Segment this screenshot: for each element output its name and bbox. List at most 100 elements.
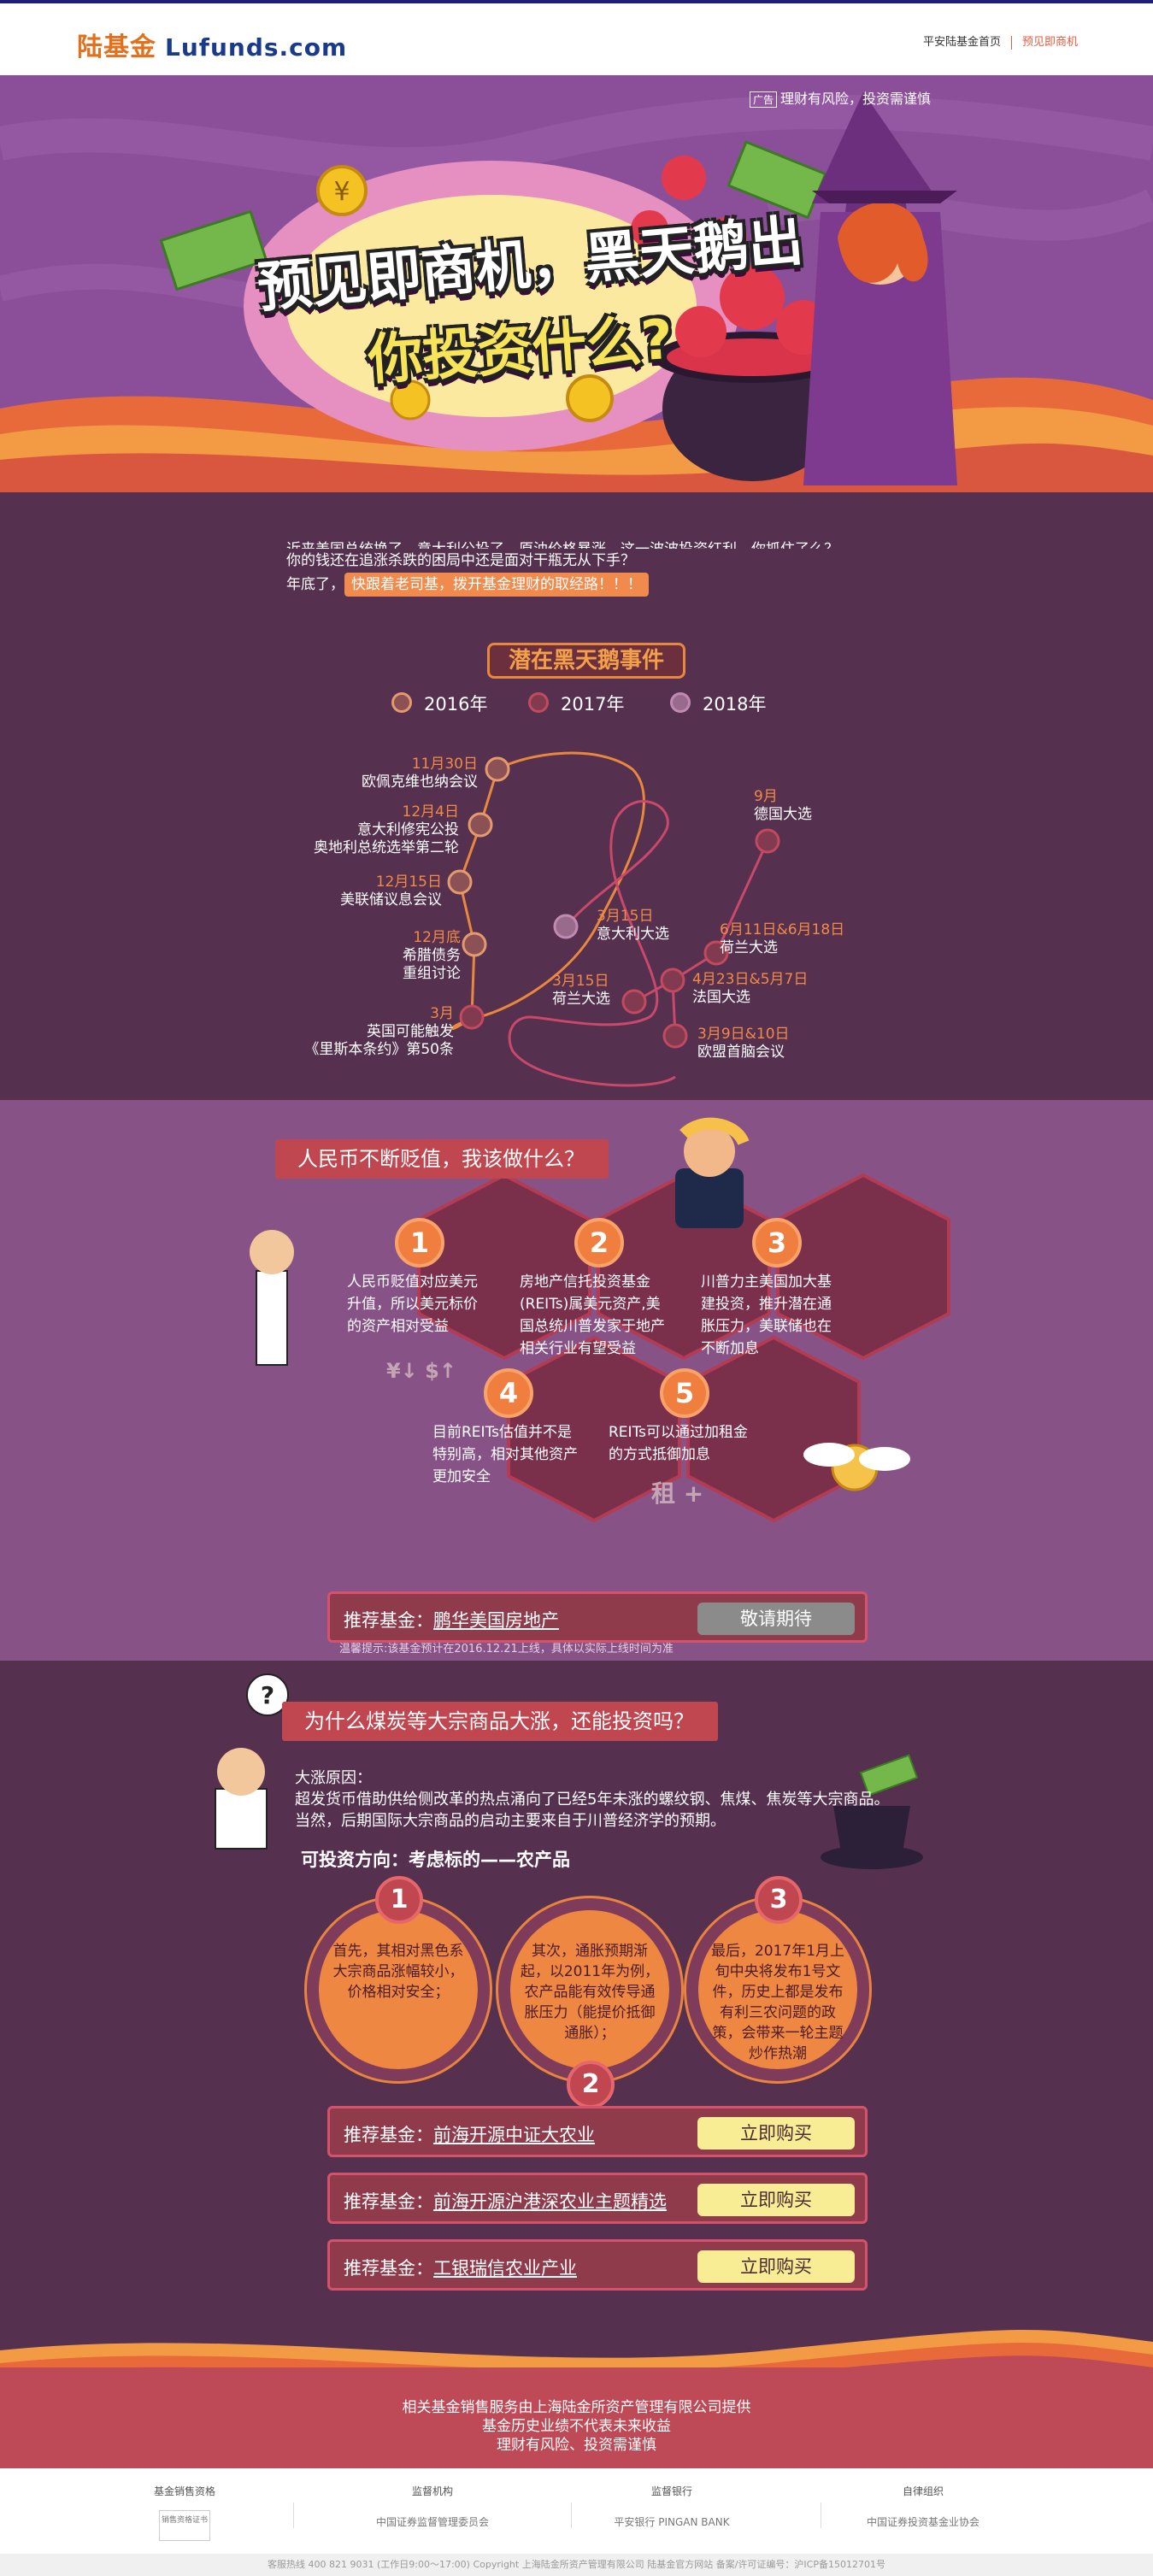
- coal-point-3-text: 最后，2017年1月上旬中央将发布1号文件，历史上都是发布有利三农问题的政策，会…: [698, 1910, 857, 2069]
- footer-line-3: 理财有风险、投资需谨慎: [497, 2437, 656, 2454]
- coal-point-3: 最后，2017年1月上旬中央将发布1号文件，历史上都是发布有利三农问题的政策，会…: [684, 1876, 872, 2084]
- logo-cn: 陆基金: [77, 32, 156, 62]
- footer-col-supervisor: 监督机构 中国证券监督管理委员会: [330, 2484, 535, 2534]
- footer-col-bank: 监督银行 平安银行 PINGAN BANK: [569, 2484, 774, 2534]
- rmb-item-2-line: 房地产信托投资基金: [520, 1273, 650, 1291]
- site-header: 陆基金 Lufunds.com 平安陆基金首页 预见即商机: [0, 3, 1153, 75]
- coal-reason: 大涨原因： 超发货币借助供给侧改革的热点涌向了已经5年未涨的螺纹钢、焦煤、焦炭等…: [295, 1767, 889, 1832]
- blackswan-heading: 潜在黑天鹅事件: [487, 643, 685, 679]
- fund-name-link[interactable]: 工银瑞信农业产业: [433, 2258, 577, 2279]
- rmb-item-5-text: REITs可以通过加租金 的方式抵御加息: [609, 1421, 779, 1466]
- event-desc: 欧盟首脑会议: [697, 1044, 785, 1061]
- event-desc: 重组讨论: [403, 965, 461, 982]
- coal-fund-bar-2: 推荐基金：前海开源沪港深农业主题精选 立即购买: [327, 2173, 868, 2224]
- coal-point-2-text: 其次，通胀预期渐起，以2011年为例，农产品能有效传导通胀压力（能提价抵御通胀）…: [510, 1910, 669, 2069]
- fund-label-prefix: 推荐基金：: [344, 2191, 433, 2212]
- buy-now-button[interactable]: 立即购买: [697, 2184, 855, 2216]
- license-logo[interactable]: 销售资格证书: [159, 2510, 210, 2541]
- footer-col-title: 基金销售资格: [153, 2485, 215, 2497]
- coal-illustration: ?: [215, 1673, 923, 1869]
- rmb-item-2-line: 相关行业有望受益: [520, 1340, 636, 1357]
- footer-divider: [571, 2502, 572, 2528]
- fund-label-prefix: 推荐基金：: [344, 1610, 433, 1631]
- fund-name-link[interactable]: 前海开源中证大农业: [433, 2125, 595, 2145]
- coal-point-1: 首先，其相对黑色系大宗商品涨幅较小，价格相对安全； 1: [304, 1876, 492, 2084]
- event-eu-summit: 3月9日&10日 欧盟首脑会议: [697, 1026, 790, 1062]
- amac-logo[interactable]: 中国证券投资基金业协会: [866, 2516, 979, 2528]
- coal-point-1-text: 首先，其相对黑色系大宗商品涨幅较小，价格相对安全；: [319, 1910, 478, 2069]
- fund-label-prefix: 推荐基金：: [344, 2125, 433, 2145]
- nav-link-home[interactable]: 平安陆基金首页: [922, 36, 1001, 49]
- copyright: 客服热线 400 821 9031 (工作日9:00～17:00) Copyri…: [0, 2554, 1153, 2576]
- reason-line-2: 当然，后期国际大宗商品的启动主要来自于川普经济学的预期。: [295, 1812, 726, 1830]
- event-desc: 美联储议息会议: [340, 891, 442, 909]
- rmb-item-1-line: 人民币贬值对应美元: [347, 1273, 478, 1291]
- blackswan-timeline: 11月30日 欧佩克维也纳会议 12月4日 意大利修宪公投 奥地利总统选举第二轮 12…: [0, 735, 1153, 1094]
- rent-icon: 租 +: [651, 1479, 704, 1508]
- event-date: 3月: [430, 1005, 454, 1022]
- footer-regulators: 基金销售资格销售资格证书 监督机构 中国证券监督管理委员会 监督银行 平安银行 PI…: [0, 2468, 1153, 2554]
- hero-illustration: ¥: [0, 75, 1153, 492]
- footer-line-2: 基金历史业绩不代表未来收益: [482, 2418, 671, 2435]
- coal-question: 为什么煤炭等大宗商品大涨，还能投资吗？: [282, 1702, 718, 1741]
- rmb-item-4-line: 目前REITs估值并不是: [432, 1424, 572, 1441]
- svg-text:¥: ¥: [333, 177, 350, 207]
- event-1204: 12月4日 意大利修宪公投 奥地利总统选举第二轮: [314, 803, 459, 857]
- hero-banner: ¥ 广告 理财有风险，投资需谨慎 预见即商机，黑天鹅出 你投资什么?: [0, 75, 1153, 492]
- legend-dot-2017: [528, 692, 549, 713]
- event-desc: 《里斯本条约》第50条: [304, 1041, 454, 1058]
- fund-label: 推荐基金：前海开源中证大农业: [344, 2121, 595, 2147]
- rmb-item-3-line: 胀压力，美联储也在: [701, 1318, 832, 1335]
- fund-tip: 温馨提示:该基金预计在2016.12.21上线，具体以实际上线时间为准: [339, 1643, 674, 1656]
- event-date: 9月: [754, 788, 778, 805]
- svg-text:?: ?: [261, 1681, 274, 1709]
- event-desc: 德国大选: [754, 806, 812, 823]
- footer-col-license: 基金销售资格销售资格证书: [82, 2484, 287, 2541]
- fund-name-link[interactable]: 前海开源沪港深农业主题精选: [433, 2191, 667, 2212]
- rmb-item-1-number: 1: [395, 1218, 444, 1267]
- legend-label-2018: 2018年: [703, 694, 767, 715]
- event-desc: 欧佩克维也纳会议: [362, 773, 478, 791]
- legend-label-2017: 2017年: [561, 694, 625, 715]
- event-date: 11月30日: [411, 756, 478, 773]
- coal-fund-bar-3: 推荐基金：工银瑞信农业产业 立即购买: [327, 2239, 868, 2291]
- ad-tag: 广告: [749, 91, 777, 108]
- footer-disclaimer: 相关基金销售服务由上海陆金所资产管理有限公司提供 基金历史业绩不代表未来收益 理…: [0, 2367, 1153, 2468]
- nav-link-current[interactable]: 预见即商机: [1021, 36, 1078, 49]
- event-date: 3月9日&10日: [697, 1026, 790, 1043]
- ad-notice: 广告 理财有风险，投资需谨慎: [749, 87, 931, 108]
- csrc-logo[interactable]: 中国证券监督管理委员会: [375, 2516, 489, 2528]
- intro-highlight: 快跟着老司基，拨开基金理财的取经路！！！: [344, 573, 649, 597]
- rmb-item-2-text: 房地产信托投资基金 (REITs)属美元资产,美 国总统川普发家于地产 相关行业有望受…: [520, 1271, 691, 1360]
- event-1130: 11月30日 欧佩克维也纳会议: [362, 756, 478, 791]
- fund-label: 推荐基金：鹏华美国房地产: [344, 1607, 559, 1632]
- event-date: 12月底: [413, 929, 461, 946]
- coal-point-3-number: 3: [755, 1876, 803, 1924]
- coal-point-2: 其次，通胀预期渐起，以2011年为例，农产品能有效传导通胀压力（能提价抵御通胀）…: [496, 1896, 684, 2108]
- fund-label: 推荐基金：前海开源沪港深农业主题精选: [344, 2188, 667, 2214]
- investment-direction: 可投资方向：考虑标的——农产品: [301, 1850, 570, 1870]
- fund-name-link[interactable]: 鹏华美国房地产: [433, 1610, 559, 1631]
- footer-line-1: 相关基金销售服务由上海陆金所资产管理有限公司提供: [402, 2399, 751, 2416]
- pingan-bank-logo[interactable]: 平安银行 PINGAN BANK: [614, 2516, 730, 2528]
- rmb-item-4-line: 更加安全: [432, 1468, 491, 1485]
- rmb-item-3-line: 不断加息: [701, 1340, 759, 1357]
- coming-soon-button[interactable]: 敬请期待: [697, 1603, 855, 1635]
- site-logo[interactable]: 陆基金 Lufunds.com: [77, 26, 347, 63]
- rmb-item-3-line: 川普力主美国加大基: [701, 1273, 832, 1291]
- intro-line1: 近来美国总统换了，意大利公投了，原油价格暴涨，这一波波投资红利，你抓住了么？: [286, 537, 885, 549]
- coal-point-2-number: 2: [567, 2061, 615, 2108]
- nav-separator: [1010, 35, 1012, 50]
- event-date: 6月11日&6月18日: [720, 921, 845, 938]
- timeline-path: [447, 751, 780, 1087]
- logo-en: Lufunds.com: [165, 33, 348, 62]
- legend-label-2016: 2016年: [424, 694, 488, 715]
- buy-now-button[interactable]: 立即购买: [697, 2117, 855, 2150]
- buy-now-button[interactable]: 立即购买: [697, 2250, 855, 2283]
- rmb-item-3-line: 建投资，推升潜在通: [701, 1296, 832, 1313]
- rmb-item-2-number: 2: [574, 1218, 624, 1267]
- event-desc: 法国大选: [692, 989, 750, 1006]
- event-desc: 希腊债务: [403, 947, 461, 964]
- event-fr-election: 4月23日&5月7日 法国大选: [692, 971, 808, 1007]
